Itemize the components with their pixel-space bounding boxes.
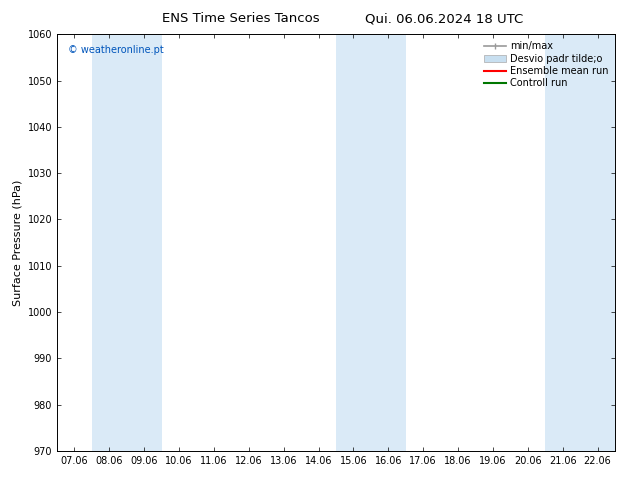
Text: Qui. 06.06.2024 18 UTC: Qui. 06.06.2024 18 UTC xyxy=(365,12,523,25)
Y-axis label: Surface Pressure (hPa): Surface Pressure (hPa) xyxy=(12,179,22,306)
Text: © weatheronline.pt: © weatheronline.pt xyxy=(68,45,164,55)
Bar xyxy=(545,34,615,451)
Text: ENS Time Series Tancos: ENS Time Series Tancos xyxy=(162,12,320,25)
Bar xyxy=(92,34,162,451)
Bar xyxy=(336,34,406,451)
Legend: min/max, Desvio padr tilde;o, Ensemble mean run, Controll run: min/max, Desvio padr tilde;o, Ensemble m… xyxy=(482,39,610,90)
